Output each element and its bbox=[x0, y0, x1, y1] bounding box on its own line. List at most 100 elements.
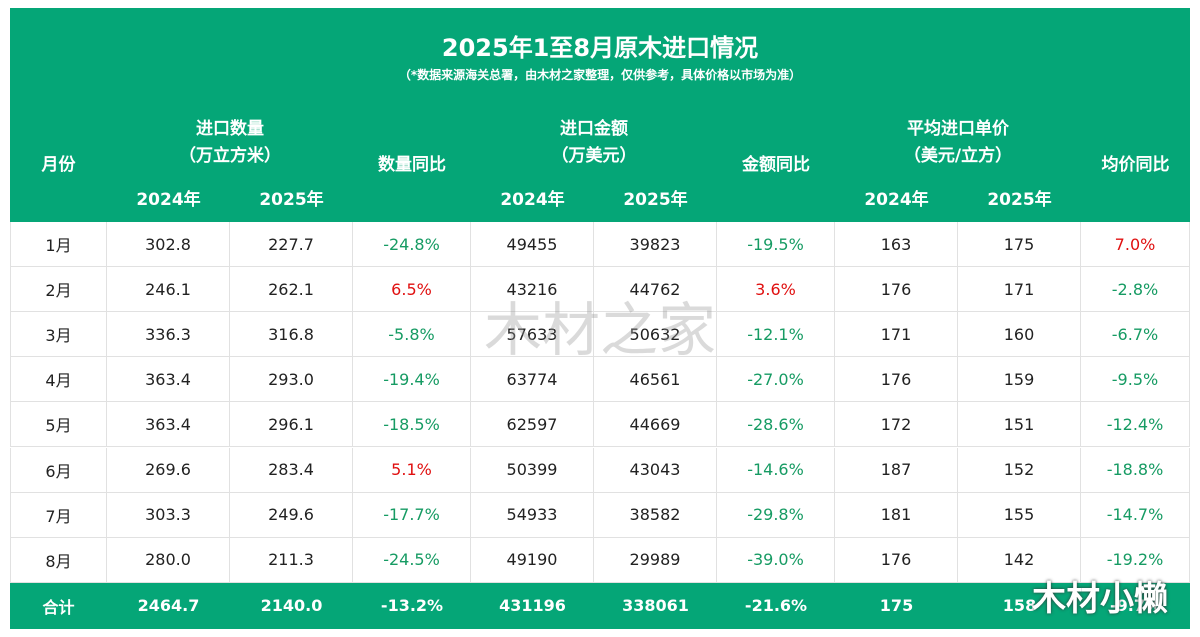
yoy-label: 均价同比 bbox=[1101, 154, 1170, 175]
month-label: 月份 bbox=[41, 154, 76, 175]
table-cell: -6.7% bbox=[1081, 312, 1190, 358]
table-cell: 246.1 bbox=[107, 267, 230, 313]
table-cell: -18.8% bbox=[1081, 447, 1190, 493]
table-cell: 4月 bbox=[10, 357, 107, 403]
table-cell: 181 bbox=[835, 492, 958, 538]
table-cell: 7月 bbox=[10, 492, 107, 538]
total-cell: 合计 bbox=[42, 597, 75, 617]
table-cell: 227.7 bbox=[230, 222, 353, 268]
table-cell: 57633 bbox=[471, 312, 594, 358]
table-cell: 50399 bbox=[471, 447, 594, 493]
table-cell: 302.8 bbox=[107, 222, 230, 268]
year-label: 2025年 bbox=[623, 189, 688, 210]
table-cell: 363.4 bbox=[107, 357, 230, 403]
total-cell: -9.7% bbox=[1109, 596, 1161, 616]
table-cell: 29989 bbox=[594, 537, 717, 583]
table-cell: -14.7% bbox=[1081, 492, 1190, 538]
table-cell: -18.5% bbox=[353, 402, 471, 448]
group-name: 平均进口单价 bbox=[907, 118, 1009, 139]
total-cell: 431196 bbox=[499, 596, 566, 616]
table-cell: 211.3 bbox=[230, 537, 353, 583]
total-cell: 2464.7 bbox=[137, 596, 200, 616]
table-cell: -17.7% bbox=[353, 492, 471, 538]
table-cell: 176 bbox=[835, 537, 958, 583]
table-cell: 316.8 bbox=[230, 312, 353, 358]
group-name: 进口数量 bbox=[196, 118, 264, 139]
year-label: 2025年 bbox=[259, 189, 324, 210]
table-cell: 38582 bbox=[594, 492, 717, 538]
table-cell: -12.4% bbox=[1081, 402, 1190, 448]
year-label: 2024年 bbox=[136, 189, 201, 210]
table-cell: 163 bbox=[835, 222, 958, 268]
table-cell: -27.0% bbox=[717, 357, 835, 403]
watermark: 木材小懒 bbox=[1032, 578, 1168, 619]
total-cell: 338061 bbox=[622, 596, 689, 616]
table-cell: 7.0% bbox=[1081, 222, 1190, 268]
table-cell: 8月 bbox=[10, 537, 107, 583]
group-unit: （万美元） bbox=[551, 145, 637, 166]
table-cell: -28.6% bbox=[717, 402, 835, 448]
table-cell: 171 bbox=[835, 312, 958, 358]
table-cell: 6.5% bbox=[353, 267, 471, 313]
group-unit: （美元/立方） bbox=[903, 145, 1013, 166]
table-cell: 293.0 bbox=[230, 357, 353, 403]
table-cell: 50632 bbox=[594, 312, 717, 358]
table-cell: -39.0% bbox=[717, 537, 835, 583]
table-cell: 44669 bbox=[594, 402, 717, 448]
table-cell: 1月 bbox=[10, 222, 107, 268]
yoy-label: 数量同比 bbox=[378, 154, 446, 175]
table-cell: 172 bbox=[835, 402, 958, 448]
table-cell: 336.3 bbox=[107, 312, 230, 358]
header-band bbox=[10, 8, 1190, 222]
table-cell: 155 bbox=[958, 492, 1081, 538]
total-cell: 175 bbox=[879, 596, 914, 616]
table-cell: 280.0 bbox=[107, 537, 230, 583]
table-cell: 269.6 bbox=[107, 447, 230, 493]
table-cell: 63774 bbox=[471, 357, 594, 403]
table-cell: 5月 bbox=[10, 402, 107, 448]
table-cell: 249.6 bbox=[230, 492, 353, 538]
table-cell: -24.5% bbox=[353, 537, 471, 583]
table-cell: 296.1 bbox=[230, 402, 353, 448]
total-band bbox=[10, 582, 1190, 629]
table-cell: -12.1% bbox=[717, 312, 835, 358]
table-cell: 176 bbox=[835, 267, 958, 313]
table-cell: 363.4 bbox=[107, 402, 230, 448]
table-cell: 142 bbox=[958, 537, 1081, 583]
year-label: 2024年 bbox=[864, 189, 929, 210]
table-cell: 46561 bbox=[594, 357, 717, 403]
table-cell: 39823 bbox=[594, 222, 717, 268]
group-name: 进口金额 bbox=[560, 118, 628, 139]
table-cell: 3月 bbox=[10, 312, 107, 358]
table-cell: 151 bbox=[958, 402, 1081, 448]
table-cell: -19.2% bbox=[1081, 537, 1190, 583]
year-label: 2024年 bbox=[500, 189, 565, 210]
table-cell: 283.4 bbox=[230, 447, 353, 493]
total-cell: 2140.0 bbox=[260, 596, 323, 616]
subtitle: （*数据来源海关总署，由木材之家整理，仅供参考，具体价格以市场为准） bbox=[398, 67, 802, 82]
table-cell: 49190 bbox=[471, 537, 594, 583]
table-cell: -5.8% bbox=[353, 312, 471, 358]
year-label: 2025年 bbox=[987, 189, 1052, 210]
watermark: 木材之家 bbox=[483, 296, 716, 364]
table-cell: 160 bbox=[958, 312, 1081, 358]
total-cell: 158 bbox=[1002, 596, 1037, 616]
table-cell: 49455 bbox=[471, 222, 594, 268]
table-cell: -19.5% bbox=[717, 222, 835, 268]
table-cell: 187 bbox=[835, 447, 958, 493]
table-cell: -29.8% bbox=[717, 492, 835, 538]
table-cell: 171 bbox=[958, 267, 1081, 313]
table-cell: 5.1% bbox=[353, 447, 471, 493]
table-cell: 54933 bbox=[471, 492, 594, 538]
table-cell: 43043 bbox=[594, 447, 717, 493]
table-cell: 6月 bbox=[10, 447, 107, 493]
total-cell: -21.6% bbox=[744, 596, 808, 616]
yoy-label: 金额同比 bbox=[742, 154, 810, 175]
table-cell: -19.4% bbox=[353, 357, 471, 403]
table-cell: -14.6% bbox=[717, 447, 835, 493]
total-cell: -13.2% bbox=[380, 596, 444, 616]
table-cell: -9.5% bbox=[1081, 357, 1190, 403]
table-cell: 44762 bbox=[594, 267, 717, 313]
title: 2025年1至8月原木进口情况 bbox=[441, 33, 759, 62]
